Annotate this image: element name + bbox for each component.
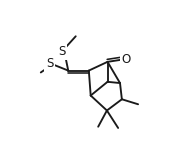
Text: S: S (46, 57, 53, 70)
Text: S: S (59, 45, 66, 58)
Text: O: O (122, 53, 131, 66)
